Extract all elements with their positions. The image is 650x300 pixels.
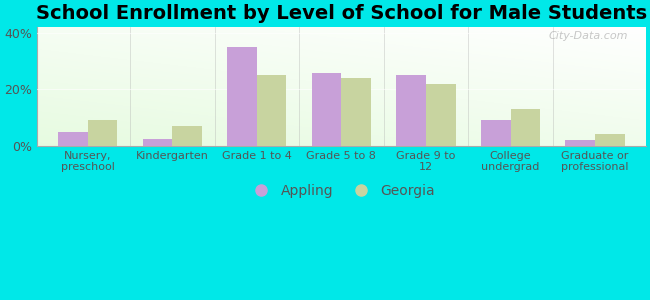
Bar [312,73,341,146]
Bar [481,120,510,146]
Bar [341,78,371,146]
Legend: Appling, Georgia: Appling, Georgia [242,179,441,204]
Bar [257,75,287,146]
Text: City-Data.com: City-Data.com [548,31,627,41]
Bar [88,120,117,146]
Bar [510,109,540,146]
Bar [142,139,172,146]
Bar [595,134,625,146]
Title: School Enrollment by Level of School for Male Students: School Enrollment by Level of School for… [36,4,647,23]
Bar [172,126,202,146]
Bar [426,84,456,146]
Bar [227,47,257,146]
Bar [58,132,88,146]
Bar [396,75,426,146]
Bar [566,140,595,146]
